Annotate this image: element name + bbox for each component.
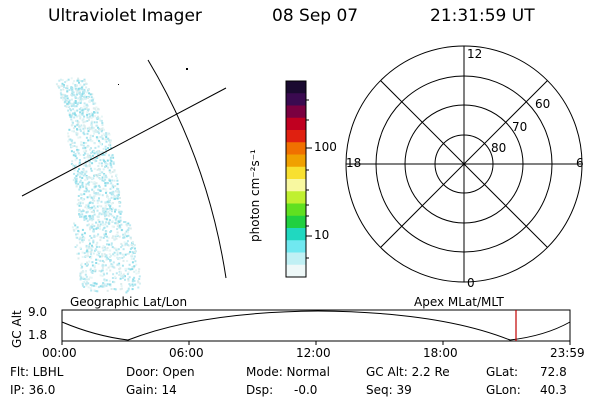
mlt-label-12: 12: [467, 47, 483, 61]
mlt-label-6: 6: [576, 156, 584, 170]
footer-gain: Gain: 14: [126, 383, 177, 397]
colorbar-band: [286, 191, 306, 204]
colorbar-band: [286, 130, 306, 143]
x-tick-0000: 00:00: [42, 346, 77, 360]
mlt-label-0: 0: [467, 276, 475, 290]
x-tick-0600: 06:00: [169, 346, 204, 360]
colorbar-band: [286, 142, 306, 155]
geo-line: [21, 87, 227, 197]
colorbar-band: [286, 252, 306, 266]
colorbar-band: [286, 179, 306, 192]
footer-glon-value: 40.3: [540, 383, 567, 397]
footer-seq: Seq: 39: [366, 383, 412, 397]
colorbar-band: [286, 240, 306, 253]
aurora-emission-map: [55, 77, 141, 294]
footer-dsp-value: -0.0: [294, 383, 318, 397]
footer-gcalt: GC Alt: 2.2 Re: [366, 365, 450, 379]
colorbar-band: [286, 105, 306, 119]
geo-dot: [118, 84, 119, 85]
lat-label-80: 80: [491, 141, 507, 155]
header-date: 08 Sep 07: [272, 6, 359, 26]
lat-label-60: 60: [535, 97, 551, 111]
colorbar-band: [286, 154, 306, 168]
apex-label: Apex MLat/MLT: [414, 295, 504, 309]
colorbar-band: [286, 117, 306, 131]
footer-mode: Mode: Normal: [246, 365, 330, 379]
colorbar-tick-100: 100: [314, 140, 337, 154]
lat-label-70: 70: [512, 120, 528, 134]
colorbar-band: [286, 93, 306, 106]
y-tick-1-8: 1.8: [28, 328, 48, 342]
footer-glat-value: 72.8: [540, 365, 567, 379]
x-tick-2359: 23:59: [550, 346, 585, 360]
y-tick-9: 9.0: [28, 305, 48, 319]
x-tick-1200: 12:00: [296, 346, 331, 360]
footer-glat-label: GLat:: [486, 365, 519, 379]
geographic-label: Geographic Lat/Lon: [70, 295, 188, 309]
mlt-label-18: 18: [346, 156, 362, 170]
colorbar: [286, 81, 306, 278]
colorbar-band: [286, 264, 306, 278]
colorbar-band: [286, 215, 306, 229]
colorbar-unit-label: photon cm⁻²s⁻¹: [248, 149, 262, 242]
altitude-curve: [61, 310, 571, 341]
footer-door: Door: Open: [126, 365, 195, 379]
colorbar-band: [286, 81, 306, 94]
app-title: Ultraviolet Imager: [48, 6, 202, 26]
colorbar-tick-10: 10: [314, 228, 330, 242]
colorbar-band: [286, 228, 306, 241]
footer-glon-label: GLon:: [486, 383, 521, 397]
colorbar-band: [286, 166, 306, 180]
x-tick-1800: 18:00: [423, 346, 458, 360]
footer-flt: Flt: LBHL: [10, 365, 64, 379]
header-time: 21:31:59 UT: [430, 6, 535, 26]
footer-dsp-label: Dsp:: [246, 383, 274, 397]
geo-boundary-curve: [147, 59, 227, 279]
geo-dot: [186, 68, 188, 70]
polar-plot: [345, 45, 583, 283]
colorbar-frame: [285, 80, 307, 278]
gc-alt-axis-title: GC Alt: [10, 310, 24, 348]
colorbar-band: [286, 203, 306, 217]
footer-ip: IP: 36.0: [10, 383, 56, 397]
